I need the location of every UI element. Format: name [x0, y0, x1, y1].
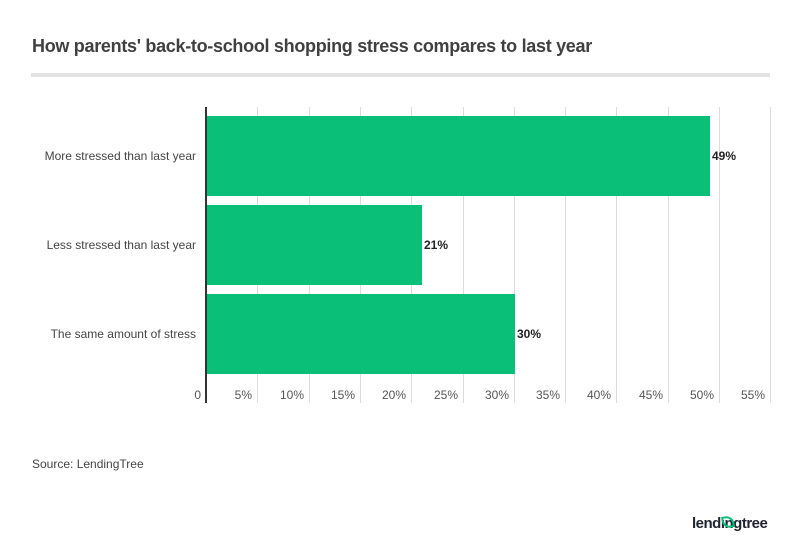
- x-tick-label: 20%: [381, 388, 406, 402]
- gridline: [616, 107, 617, 403]
- gridline: [463, 107, 464, 403]
- chart-title: How parents' back-to-school shopping str…: [32, 36, 592, 56]
- category-label: Less stressed than last year: [46, 238, 196, 252]
- y-axis-line: [205, 107, 207, 403]
- category-label: More stressed than last year: [44, 149, 196, 163]
- x-tick-label: 5%: [234, 388, 252, 402]
- gridline: [668, 107, 669, 403]
- value-label: 21%: [424, 238, 449, 252]
- bar: [207, 294, 515, 374]
- source-note: Source: LendingTree: [32, 457, 144, 471]
- title-divider: [31, 73, 770, 77]
- x-tick-label: 45%: [638, 388, 663, 402]
- gridline: [770, 107, 771, 403]
- category-label: The same amount of stress: [50, 327, 196, 341]
- bar: [207, 116, 710, 196]
- x-tick-label: 30%: [484, 388, 509, 402]
- x-tick-label: 55%: [740, 388, 765, 402]
- value-label: 30%: [517, 327, 542, 341]
- bar: [207, 205, 422, 285]
- x-tick-label: 35%: [535, 388, 560, 402]
- x-tick-label: 50%: [689, 388, 714, 402]
- bar-chart: 0 5% 10% 15% 20% 25% 30% 35% 40% 45% 50% 55% More st…: [44, 107, 771, 403]
- gridline: [514, 107, 515, 403]
- x-tick-label: 15%: [330, 388, 355, 402]
- x-tick-label: 25%: [433, 388, 458, 402]
- x-tick-label: 40%: [586, 388, 611, 402]
- x-tick-label: 0: [194, 388, 201, 402]
- gridline: [719, 107, 720, 403]
- x-tick-label: 10%: [279, 388, 304, 402]
- value-label: 49%: [712, 149, 737, 163]
- lendingtree-logo: lendingtree: [692, 515, 768, 532]
- gridline: [565, 107, 566, 403]
